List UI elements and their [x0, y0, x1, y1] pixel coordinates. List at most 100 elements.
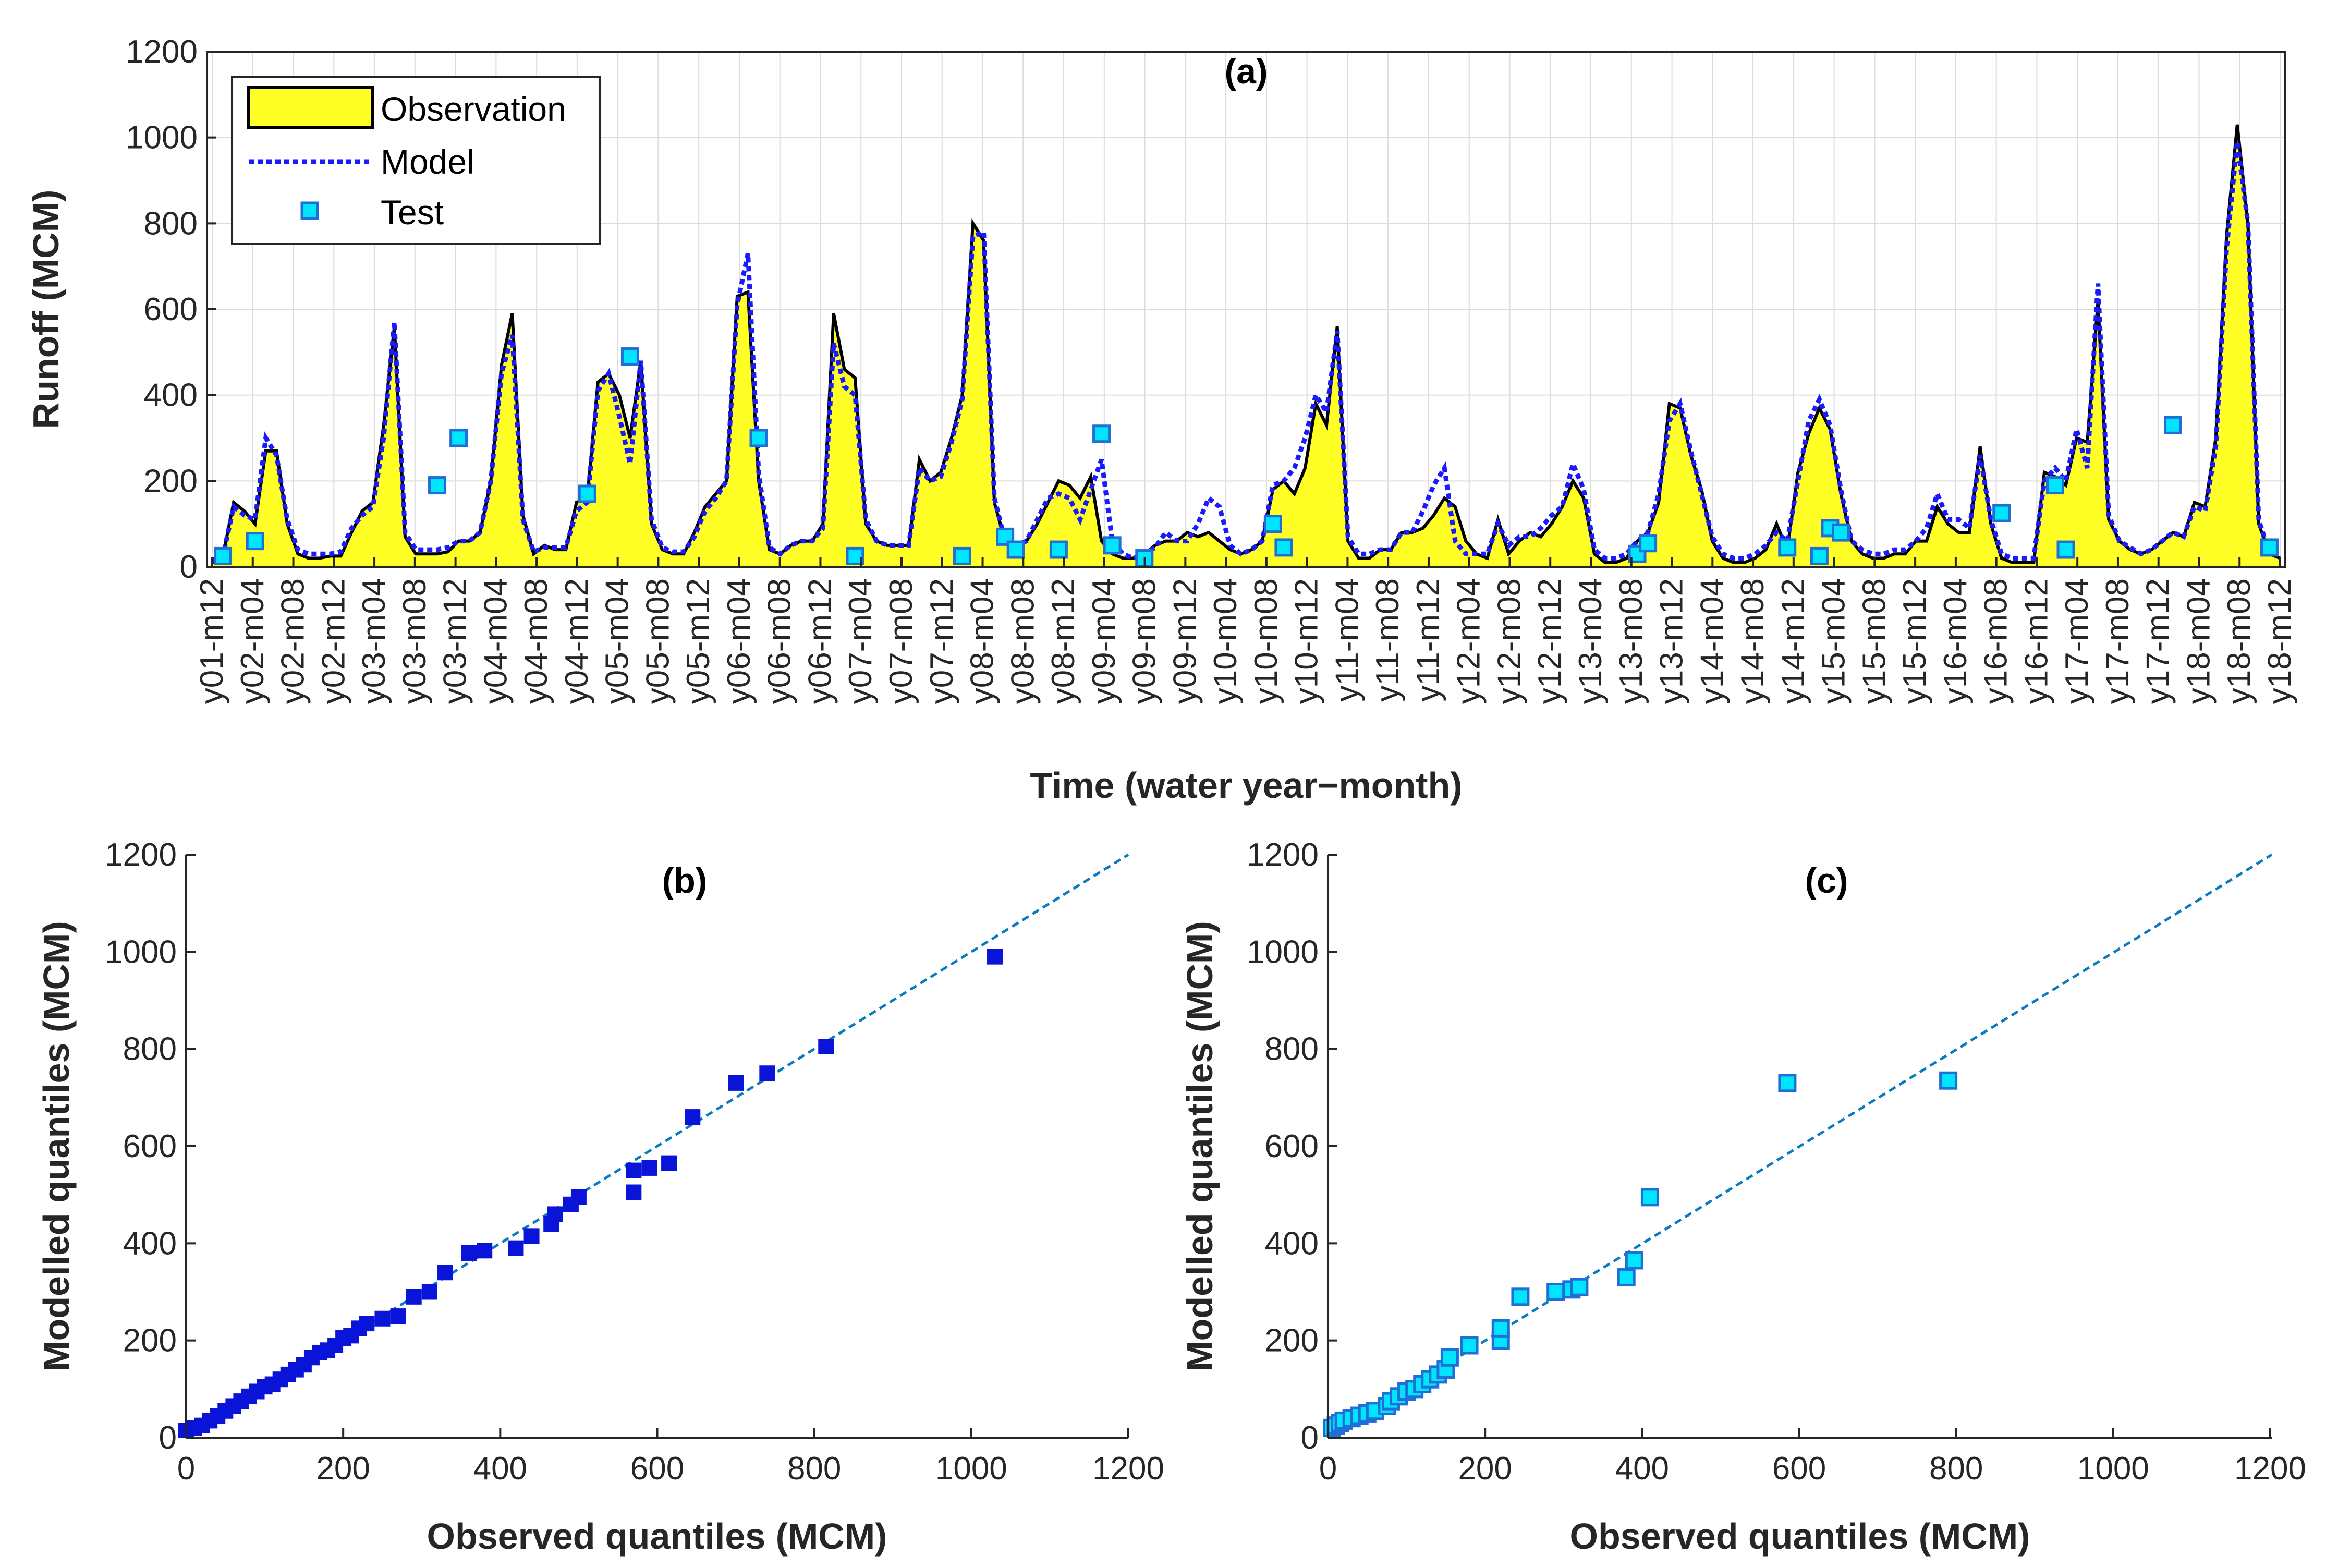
- y-tick-label: 800: [123, 1031, 177, 1067]
- x-tick-label: 1000: [2077, 1451, 2149, 1487]
- legend-observation-label: Observation: [381, 90, 566, 128]
- scatter-point: [1939, 1071, 1958, 1090]
- x-tick-label: y18-m04: [2181, 578, 2217, 704]
- y-tick-label: 200: [1265, 1323, 1319, 1359]
- x-tick-label: y14-m04: [1694, 578, 1730, 704]
- y-tick-label: 1200: [105, 837, 177, 873]
- test-point: [2260, 538, 2279, 557]
- panel-b-x-axis-title: Observed quantiles (MCM): [427, 1516, 887, 1557]
- x-tick-label: 1200: [2234, 1451, 2306, 1487]
- x-tick-label: y08-m12: [1045, 578, 1081, 704]
- y-tick-label: 0: [159, 1420, 177, 1456]
- scatter-point: [437, 1265, 453, 1281]
- scatter-point: [661, 1155, 677, 1171]
- x-tick-label: y03-m04: [356, 578, 392, 704]
- x-tick-label: y05-m12: [680, 578, 716, 704]
- panel-a-y-ticks: 0 200 400 600 800 1000 1200: [126, 34, 216, 585]
- y-tick-label: 1000: [105, 934, 177, 970]
- x-tick-label: y16-m04: [1938, 578, 1974, 704]
- scatter-point: [477, 1243, 493, 1259]
- scatter-point: [1546, 1283, 1565, 1301]
- panel-a-x-ticks: y01-m12 y02-m04 y02-m08 y02-m12 y03-m04 y03-m…: [194, 557, 2298, 704]
- scatter-point: [570, 1189, 587, 1205]
- test-point: [749, 429, 768, 447]
- y-tick-label: 1200: [1247, 837, 1319, 873]
- x-tick-label: y09-m04: [1086, 578, 1122, 704]
- model-line: [211, 141, 2281, 563]
- scatter-point: [987, 949, 1003, 965]
- scatter-point: [1625, 1251, 1643, 1270]
- scatter-point: [1440, 1348, 1459, 1367]
- x-tick-label: y05-m08: [640, 578, 676, 704]
- y-tick-label: 1200: [126, 34, 198, 70]
- x-tick-label: y07-m04: [843, 578, 879, 704]
- x-tick-label: y09-m08: [1127, 578, 1163, 704]
- test-point: [2056, 540, 2075, 559]
- test-point: [1778, 538, 1797, 557]
- panel-b-y-axis-title: Modelled quantiles (MCM): [36, 921, 77, 1371]
- x-tick-label: y06-m04: [721, 578, 757, 704]
- x-tick-label: y17-m08: [2100, 578, 2136, 704]
- scatter-point: [685, 1109, 701, 1125]
- x-tick-label: y11-m04: [1329, 578, 1365, 702]
- panel-b: 0 200 400 600 800 1000 1200 0 200 400 600 800 1000 12…: [36, 837, 1164, 1557]
- panel-a-y-axis-title: Runoff (MCM): [26, 190, 66, 429]
- scatter-point: [547, 1206, 563, 1222]
- panel-a-label: (a): [1224, 52, 1268, 91]
- x-tick-label: y12-m04: [1451, 578, 1487, 704]
- x-tick-label: 600: [630, 1451, 684, 1487]
- scatter-point: [1570, 1278, 1589, 1296]
- test-point: [428, 476, 447, 495]
- panel-b-label: (b): [662, 861, 708, 901]
- test-points: [214, 347, 2279, 567]
- panel-c: 0 200 400 600 800 1000 1200 0 200 400 600 800 1000 12…: [1179, 837, 2306, 1557]
- test-point: [1049, 540, 1068, 559]
- y-tick-label: 600: [144, 291, 198, 327]
- panel-c-label: (c): [1805, 861, 1848, 901]
- x-tick-label: 600: [1772, 1451, 1826, 1487]
- scatter-point: [641, 1160, 657, 1176]
- x-tick-label: y08-m04: [965, 578, 1001, 704]
- x-tick-label: y03-m08: [397, 578, 433, 704]
- legend: Observation Model Test: [231, 76, 601, 245]
- scatter-point: [421, 1284, 437, 1300]
- test-point: [1006, 540, 1025, 559]
- x-tick-label: y17-m12: [2140, 578, 2176, 704]
- x-tick-label: y01-m12: [194, 578, 230, 704]
- x-tick-label: y06-m12: [802, 578, 838, 704]
- x-tick-label: y05-m04: [600, 578, 636, 704]
- panel-c-ticks: 0 200 400 600 800 1000 1200 0 200 400 600 800 1000 12…: [1247, 837, 2306, 1487]
- scatter-point: [626, 1162, 642, 1178]
- panel-b-points: [178, 949, 1003, 1439]
- scatter-point: [406, 1289, 422, 1305]
- x-tick-label: y10-m08: [1248, 578, 1284, 704]
- y-tick-label: 0: [180, 549, 198, 585]
- test-point: [953, 546, 971, 565]
- y-tick-label: 200: [123, 1323, 177, 1359]
- scatter-point: [1460, 1336, 1479, 1355]
- legend-observation-swatch: [247, 86, 374, 129]
- test-point: [246, 532, 264, 551]
- scatter-point: [374, 1310, 391, 1327]
- x-tick-label: y17-m04: [2059, 578, 2095, 704]
- legend-test-marker: [300, 201, 319, 220]
- test-point: [449, 429, 468, 447]
- scatter-point: [728, 1075, 744, 1091]
- test-point: [2164, 416, 2183, 434]
- scatter-point: [461, 1245, 477, 1261]
- test-point: [1639, 534, 1658, 553]
- y-tick-label: 600: [1265, 1128, 1319, 1164]
- x-tick-label: y12-m08: [1491, 578, 1527, 704]
- x-tick-label: y14-m08: [1735, 578, 1771, 704]
- scatter-point: [523, 1228, 540, 1244]
- x-tick-label: y07-m08: [883, 578, 919, 704]
- x-tick-label: 400: [473, 1451, 527, 1487]
- y-tick-label: 800: [1265, 1031, 1319, 1067]
- x-tick-label: y14-m12: [1775, 578, 1811, 704]
- panel-c-x-axis-title: Observed quantiles (MCM): [1570, 1516, 2030, 1557]
- x-tick-label: y09-m12: [1167, 578, 1203, 704]
- x-tick-label: y02-m04: [235, 578, 271, 704]
- panel-a-x-axis-title: Time (water year−month): [1030, 765, 1462, 806]
- panel-c-points: [1323, 1071, 1958, 1437]
